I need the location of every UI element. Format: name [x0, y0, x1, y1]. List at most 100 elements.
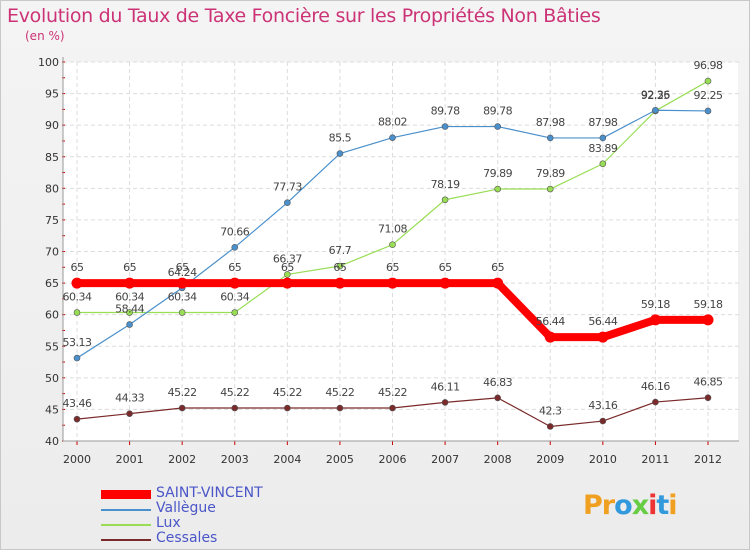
data-point-saint-vincent: [597, 331, 609, 343]
y-tick-label: 60: [45, 309, 59, 322]
data-label-vallegue: 89.78: [431, 105, 460, 118]
logo-letter: t: [656, 490, 669, 521]
data-point-cessales: [599, 417, 607, 425]
data-label-saint-vincent: 65: [228, 261, 241, 274]
data-label-vallegue: 87.98: [588, 116, 617, 129]
data-point-lux: [336, 262, 344, 270]
data-point-saint-vincent: [334, 277, 346, 289]
data-label-lux: 67.7: [329, 244, 352, 257]
data-point-lux: [73, 309, 81, 316]
data-point-vallegue: [704, 107, 712, 115]
data-point-cessales: [389, 404, 396, 412]
data-label-cessales: 46.83: [483, 376, 512, 389]
logo-letter: x: [631, 490, 649, 521]
data-label-cessales: 45.22: [325, 386, 354, 399]
data-label-cessales: 42.3: [539, 404, 562, 417]
data-label-saint-vincent: 59.18: [641, 298, 670, 311]
data-point-vallegue: [336, 150, 344, 157]
data-point-vallegue: [441, 123, 449, 130]
data-point-vallegue: [389, 134, 396, 141]
data-point-vallegue: [73, 354, 81, 362]
data-label-lux: 60.34: [168, 291, 197, 304]
y-tick-label: 70: [45, 246, 59, 259]
data-label-saint-vincent: 65: [123, 261, 136, 274]
x-tick-label: 2006: [379, 453, 407, 466]
data-point-lux: [704, 77, 712, 85]
data-label-saint-vincent: 56.44: [588, 315, 617, 328]
logo-letter: i: [668, 490, 677, 521]
data-label-vallegue: 89.78: [483, 105, 512, 118]
proxiti-logo: Proxiti: [583, 490, 678, 521]
data-label-lux: 60.34: [115, 291, 144, 304]
data-label-vallegue: 70.66: [220, 225, 249, 238]
y-tick-label: 40: [45, 435, 59, 448]
data-point-cessales: [336, 404, 344, 412]
data-label-vallegue: 85.5: [329, 132, 352, 145]
data-point-cessales: [441, 399, 449, 406]
data-label-lux: 78.19: [431, 178, 460, 191]
data-label-saint-vincent: 59.18: [694, 298, 723, 311]
x-tick-label: 2009: [536, 453, 564, 466]
legend-label-cessales: Cessales: [156, 530, 218, 546]
data-point-saint-vincent: [544, 331, 556, 343]
data-point-saint-vincent: [281, 277, 293, 289]
data-point-saint-vincent: [439, 277, 451, 289]
data-point-cessales: [73, 415, 81, 423]
data-point-cessales: [178, 404, 186, 412]
data-label-lux: 96.98: [694, 59, 723, 72]
data-point-saint-vincent: [702, 314, 714, 326]
data-label-cessales: 46.11: [431, 380, 460, 393]
data-label-vallegue: 53.13: [63, 336, 92, 349]
data-point-lux: [441, 196, 449, 204]
data-label-lux: 60.34: [220, 291, 249, 304]
data-point-vallegue: [652, 106, 659, 114]
data-point-saint-vincent: [229, 277, 241, 289]
y-tick-label: 80: [45, 182, 59, 195]
x-tick-label: 2003: [221, 453, 249, 466]
data-point-cessales: [284, 404, 291, 412]
data-point-saint-vincent: [71, 277, 83, 289]
data-label-vallegue: 92.36: [641, 88, 670, 101]
data-label-saint-vincent: 65: [176, 261, 189, 274]
data-label-lux: 79.89: [483, 167, 512, 180]
logo-letter: o: [614, 490, 633, 521]
y-tick-label: 100: [38, 56, 59, 69]
data-point-lux: [231, 309, 239, 316]
chart-title: Evolution du Taux de Taxe Foncière sur l…: [7, 5, 601, 27]
legend-swatch-lux: [101, 524, 151, 526]
y-tick-label: 45: [45, 403, 59, 416]
y-tick-label: 85: [45, 151, 59, 164]
x-tick-label: 2012: [694, 453, 722, 466]
data-label-vallegue: 87.98: [536, 116, 565, 129]
data-label-saint-vincent: 56.44: [536, 315, 565, 328]
data-label-cessales: 46.16: [641, 380, 670, 393]
x-tick-label: 2008: [484, 453, 512, 466]
y-tick-label: 55: [45, 340, 59, 353]
data-label-cessales: 45.22: [273, 386, 302, 399]
data-label-cessales: 43.46: [63, 397, 92, 410]
legend-label-vallegue: Vallègue: [156, 500, 216, 516]
x-tick-label: 2010: [589, 453, 617, 466]
data-point-lux: [546, 185, 554, 193]
x-tick-label: 2004: [273, 453, 301, 466]
data-point-lux: [599, 160, 607, 168]
data-point-cessales: [652, 398, 659, 406]
data-point-cessales: [704, 394, 712, 402]
data-label-vallegue: 77.73: [273, 181, 302, 194]
data-point-vallegue: [599, 134, 607, 142]
data-point-lux: [126, 309, 133, 316]
y-tick-label: 95: [45, 88, 59, 101]
data-point-vallegue: [494, 123, 501, 130]
data-label-lux: 71.08: [378, 223, 407, 236]
data-label-cessales: 43.16: [588, 399, 617, 412]
data-label-vallegue: 92.25: [694, 89, 723, 102]
data-point-vallegue: [126, 321, 133, 328]
unit-label: (en %): [25, 29, 65, 43]
data-point-saint-vincent: [124, 277, 136, 289]
data-label-lux: 79.89: [536, 167, 565, 180]
data-label-saint-vincent: 65: [281, 261, 294, 274]
data-label-lux: 66.37: [273, 252, 302, 265]
data-label-saint-vincent: 65: [439, 261, 452, 274]
data-point-cessales: [494, 394, 501, 402]
